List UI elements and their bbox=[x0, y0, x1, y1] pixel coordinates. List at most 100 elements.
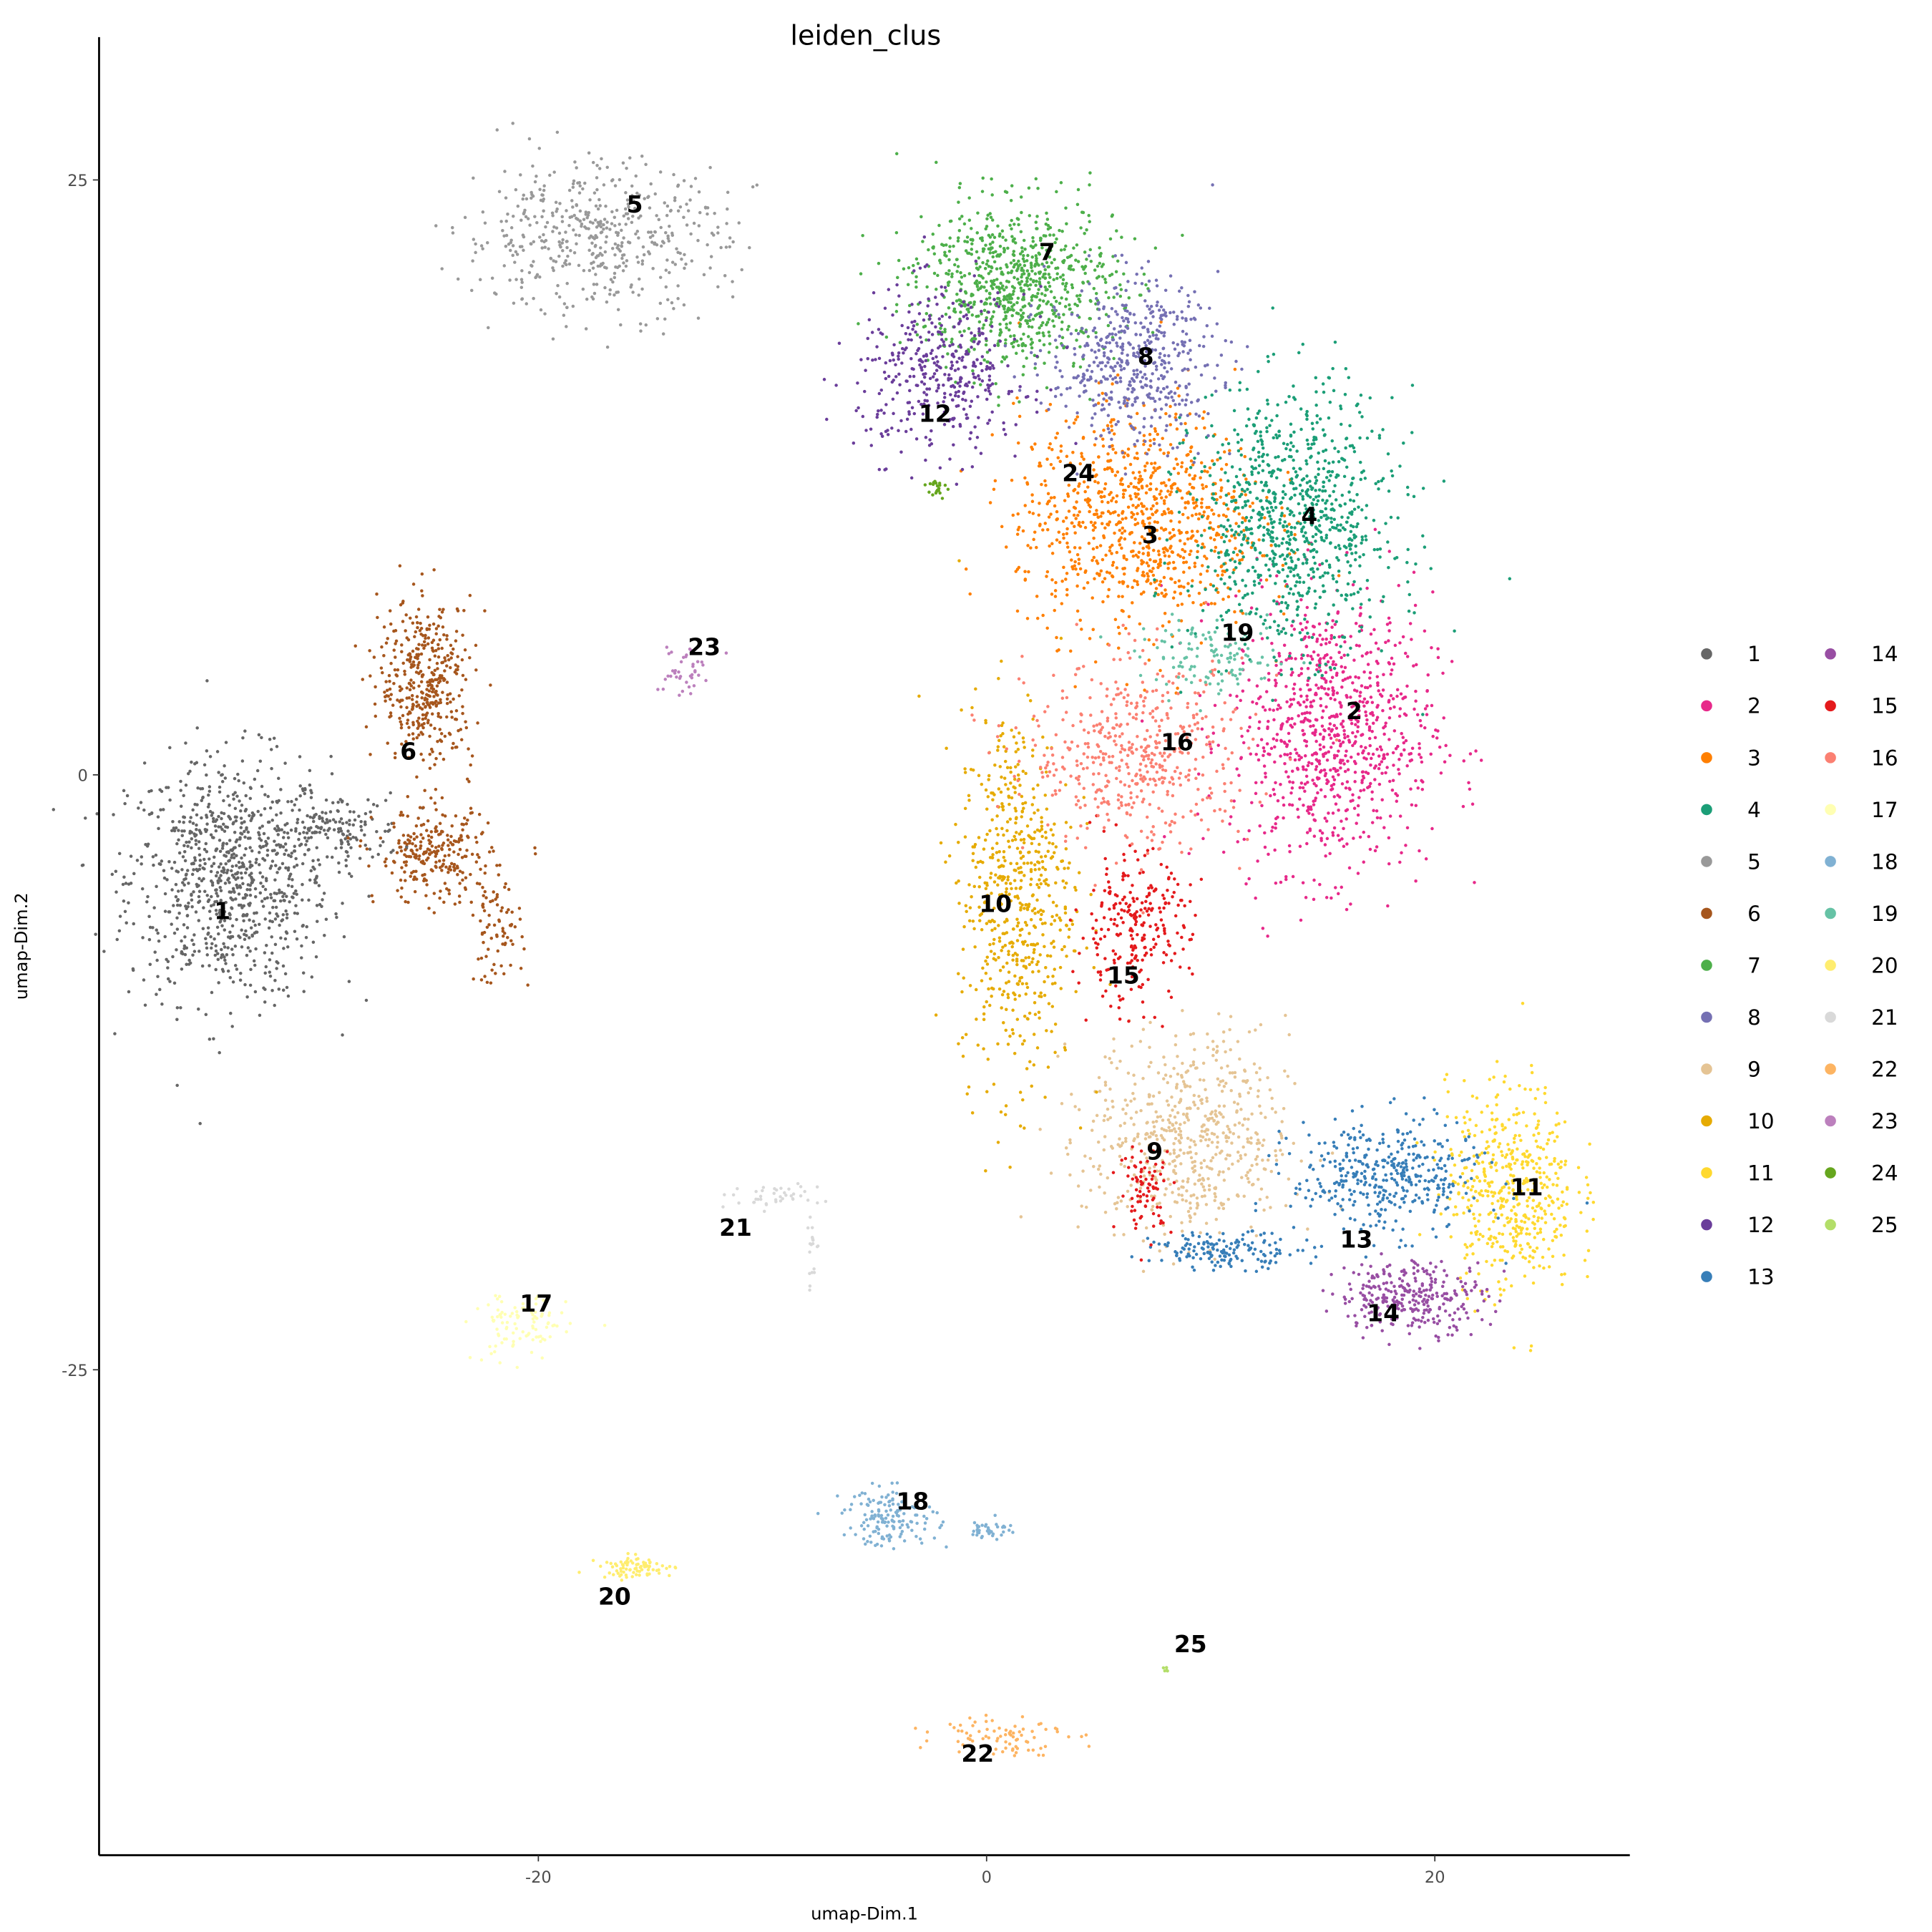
point-cluster-4 bbox=[1295, 608, 1299, 611]
point-cluster-2 bbox=[1299, 656, 1304, 660]
point-cluster-5 bbox=[731, 280, 734, 283]
point-cluster-2 bbox=[1333, 623, 1337, 626]
point-cluster-2 bbox=[1274, 663, 1278, 668]
point-cluster-4 bbox=[1360, 602, 1363, 606]
point-cluster-4 bbox=[1284, 631, 1287, 635]
point-cluster-1 bbox=[176, 870, 180, 874]
point-cluster-3 bbox=[1093, 660, 1098, 664]
point-cluster-6 bbox=[479, 919, 482, 923]
point-cluster-4 bbox=[1262, 538, 1265, 542]
point-cluster-3 bbox=[1244, 493, 1248, 497]
point-cluster-1 bbox=[233, 815, 238, 819]
point-cluster-4 bbox=[1365, 504, 1369, 507]
point-cluster-5 bbox=[538, 275, 542, 279]
point-cluster-5 bbox=[591, 160, 595, 165]
point-cluster-1 bbox=[301, 862, 305, 866]
point-cluster-1 bbox=[198, 830, 203, 834]
point-cluster-4 bbox=[1355, 525, 1359, 529]
point-cluster-2 bbox=[1307, 761, 1311, 765]
point-cluster-2 bbox=[1368, 670, 1372, 675]
point-cluster-6 bbox=[394, 642, 397, 645]
point-cluster-2 bbox=[1309, 724, 1312, 728]
point-cluster-6 bbox=[430, 690, 434, 694]
point-cluster-4 bbox=[1293, 397, 1297, 401]
point-cluster-4 bbox=[1340, 457, 1344, 460]
point-cluster-2 bbox=[1140, 719, 1144, 723]
point-cluster-6 bbox=[441, 625, 445, 629]
point-cluster-1 bbox=[246, 830, 250, 834]
point-cluster-1 bbox=[339, 829, 343, 833]
point-cluster-4 bbox=[1292, 444, 1295, 449]
point-cluster-1 bbox=[165, 878, 169, 882]
point-cluster-5 bbox=[604, 204, 608, 208]
point-cluster-6 bbox=[411, 621, 415, 625]
point-cluster-4 bbox=[1225, 568, 1229, 572]
point-cluster-4 bbox=[1323, 489, 1327, 493]
point-cluster-6 bbox=[439, 738, 442, 742]
point-cluster-2 bbox=[1268, 708, 1272, 711]
point-cluster-3 bbox=[1153, 429, 1158, 433]
point-cluster-6 bbox=[396, 668, 400, 672]
point-cluster-1 bbox=[220, 774, 223, 777]
point-cluster-4 bbox=[1312, 575, 1316, 579]
point-cluster-4 bbox=[1405, 560, 1409, 565]
point-cluster-2 bbox=[1221, 850, 1226, 854]
point-cluster-5 bbox=[451, 225, 454, 230]
point-cluster-6 bbox=[414, 869, 418, 874]
point-cluster-4 bbox=[1248, 490, 1252, 494]
point-cluster-1 bbox=[290, 852, 294, 855]
point-cluster-3 bbox=[1213, 602, 1216, 606]
point-cluster-4 bbox=[1275, 537, 1279, 540]
point-cluster-5 bbox=[638, 193, 642, 197]
point-cluster-1 bbox=[329, 754, 333, 758]
point-cluster-2 bbox=[1420, 779, 1423, 783]
point-cluster-1 bbox=[222, 870, 225, 874]
point-cluster-2 bbox=[1392, 763, 1395, 767]
point-cluster-5 bbox=[528, 223, 532, 227]
point-cluster-4 bbox=[1332, 577, 1335, 581]
point-cluster-4 bbox=[1257, 581, 1262, 585]
point-cluster-6 bbox=[454, 639, 458, 643]
point-cluster-3 bbox=[1073, 546, 1077, 550]
point-cluster-6 bbox=[414, 615, 419, 619]
point-cluster-1 bbox=[286, 868, 291, 872]
point-cluster-5 bbox=[499, 220, 503, 223]
point-cluster-2 bbox=[1318, 562, 1322, 567]
point-cluster-3 bbox=[1142, 590, 1146, 594]
point-cluster-3 bbox=[1219, 486, 1224, 489]
point-cluster-3 bbox=[1044, 484, 1048, 487]
point-cluster-6 bbox=[388, 687, 392, 691]
point-cluster-2 bbox=[1279, 726, 1283, 729]
point-cluster-3 bbox=[1169, 404, 1172, 409]
point-cluster-3 bbox=[1191, 579, 1194, 582]
point-cluster-3 bbox=[1237, 512, 1241, 516]
point-cluster-3 bbox=[1127, 484, 1131, 489]
point-cluster-6 bbox=[445, 697, 449, 701]
point-cluster-3 bbox=[1286, 470, 1290, 474]
point-cluster-6 bbox=[454, 663, 457, 667]
point-cluster-2 bbox=[1246, 729, 1250, 733]
point-cluster-2 bbox=[1382, 826, 1386, 829]
point-cluster-4 bbox=[1228, 388, 1232, 392]
point-cluster-5 bbox=[516, 204, 520, 208]
point-cluster-2 bbox=[1420, 760, 1424, 764]
point-cluster-4 bbox=[1299, 467, 1302, 471]
point-cluster-4 bbox=[1266, 532, 1270, 535]
point-cluster-5 bbox=[575, 203, 578, 207]
point-cluster-3 bbox=[1114, 451, 1118, 455]
point-cluster-2 bbox=[1274, 826, 1277, 830]
point-cluster-4 bbox=[1311, 535, 1315, 539]
point-cluster-2 bbox=[1357, 644, 1361, 648]
point-cluster-2 bbox=[1347, 866, 1352, 870]
point-cluster-6 bbox=[368, 649, 371, 653]
point-cluster-2 bbox=[1372, 721, 1375, 726]
point-cluster-1 bbox=[229, 935, 233, 939]
point-cluster-5 bbox=[540, 215, 544, 219]
point-cluster-3 bbox=[1148, 522, 1151, 525]
point-cluster-3 bbox=[1153, 462, 1157, 465]
point-cluster-2 bbox=[1315, 663, 1319, 667]
point-cluster-4 bbox=[1262, 525, 1266, 530]
point-cluster-4 bbox=[1239, 530, 1243, 534]
point-cluster-4 bbox=[1243, 489, 1246, 493]
point-cluster-5 bbox=[542, 209, 545, 213]
